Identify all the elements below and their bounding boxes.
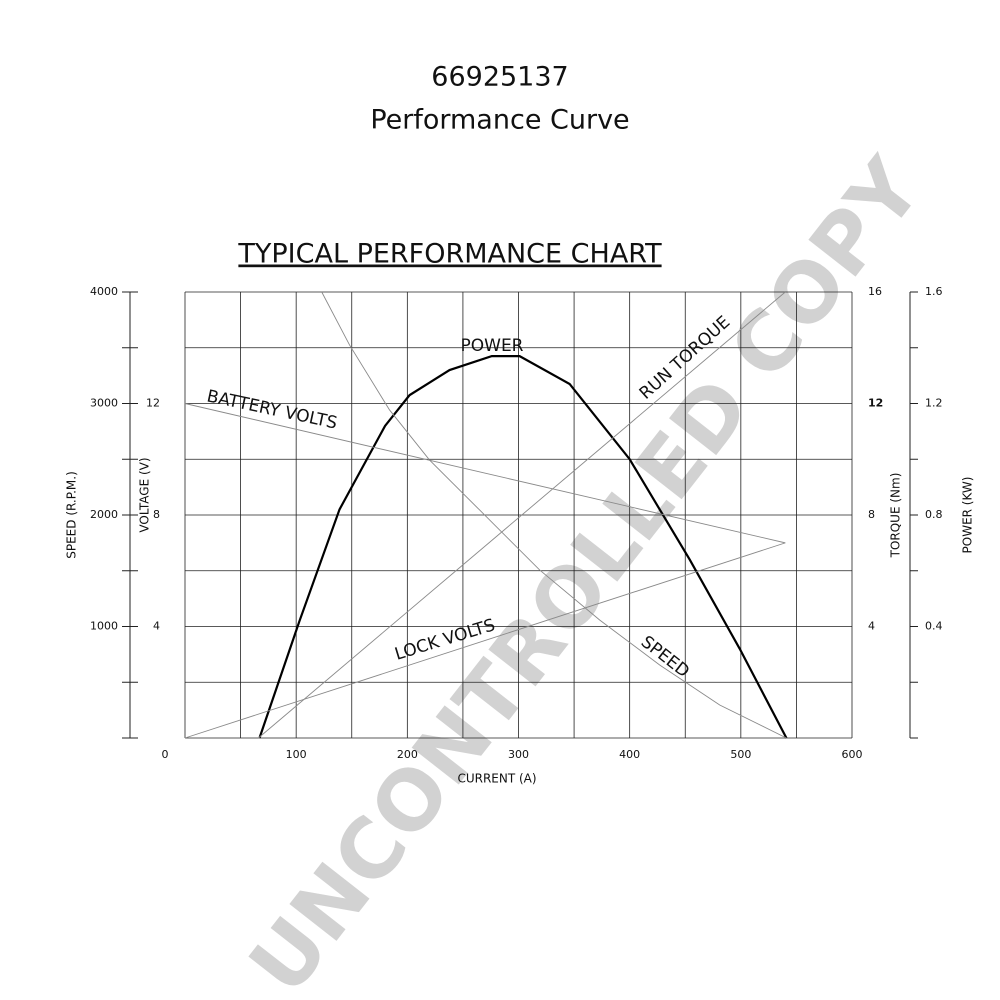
- x-tick-label: 500: [730, 748, 751, 761]
- series-label: POWER: [461, 336, 524, 356]
- x-axis-label: CURRENT (A): [457, 772, 536, 786]
- series-label: SPEED: [637, 632, 693, 682]
- series-line: [258, 355, 788, 739]
- x-tick-label: 100: [286, 748, 307, 761]
- x-tick-label: 200: [397, 748, 418, 761]
- series-label: BATTERY VOLTS: [205, 386, 339, 433]
- y3-tick-label: 4: [868, 620, 875, 633]
- y4-axis-label: POWER (KW): [961, 477, 975, 554]
- y-tick-label: 4000: [90, 285, 118, 298]
- y-tick-label: 1000: [90, 620, 118, 633]
- y2-tick-label: 12: [146, 397, 160, 410]
- series-line: [184, 403, 786, 544]
- series-line: [321, 291, 787, 739]
- y3-axis-label: TORQUE (Nm): [889, 473, 903, 559]
- y4-tick-label: 0.4: [925, 620, 943, 633]
- x-tick-label: 400: [619, 748, 640, 761]
- y3-tick-label: 16: [868, 285, 882, 298]
- y4-tick-label: 1.2: [925, 397, 943, 410]
- y2-axis-label: VOLTAGE (V): [138, 457, 152, 532]
- y2-tick-label: 4: [153, 620, 160, 633]
- y3-tick-label: 12: [868, 397, 883, 410]
- y4-tick-label: 0.8: [925, 508, 943, 521]
- x-tick-label: 0: [162, 748, 169, 761]
- y3-tick-label: 8: [868, 508, 875, 521]
- y4-tick-label: 1.6: [925, 285, 943, 298]
- series-line: [258, 291, 786, 739]
- chart-title: 66925137: [431, 62, 568, 93]
- y-tick-label: 2000: [90, 508, 118, 521]
- x-tick-label: 300: [508, 748, 529, 761]
- y-axis-label: SPEED (R.P.M.): [65, 471, 79, 559]
- y-tick-label: 3000: [90, 397, 118, 410]
- x-tick-label: 600: [842, 748, 863, 761]
- y2-tick-label: 8: [153, 508, 160, 521]
- series-line: [184, 542, 786, 739]
- chart-subtitle: Performance Curve: [370, 105, 629, 136]
- chart-heading: TYPICAL PERFORMANCE CHART: [237, 239, 662, 270]
